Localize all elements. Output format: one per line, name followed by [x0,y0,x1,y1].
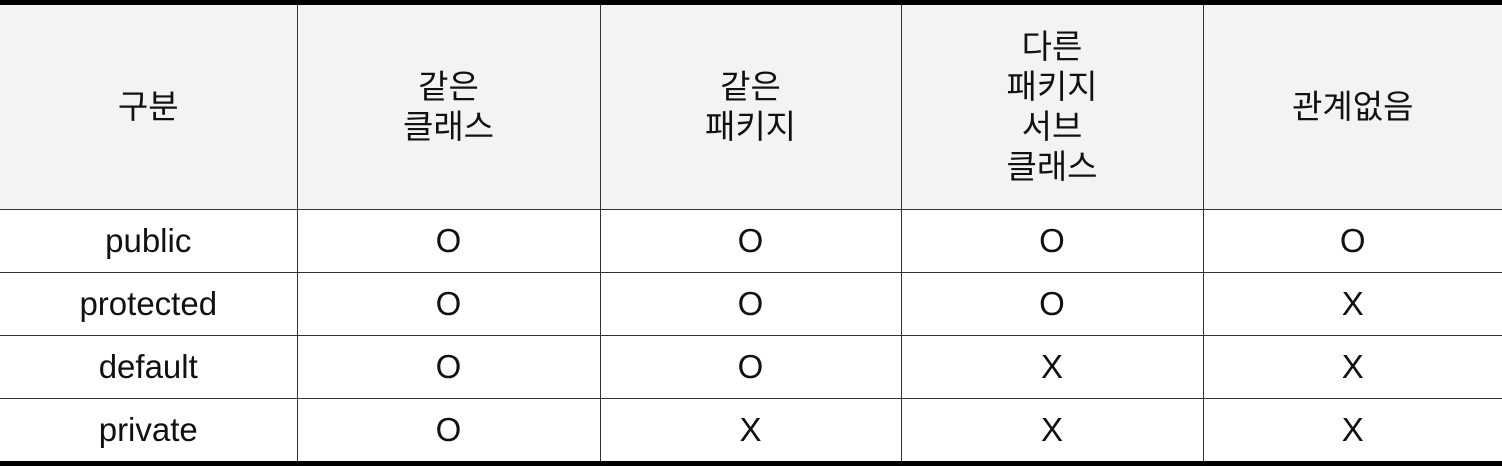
access-cell: O [599,208,902,273]
table-row-protected: protected O O O X [0,271,1502,336]
modifier-cell: protected [0,271,298,336]
access-cell: O [900,208,1204,273]
modifier-cell: public [0,208,298,273]
modifier-cell: private [0,397,298,461]
header-line: 같은 [720,66,781,106]
header-line: 클래스 [402,106,495,146]
header-same-class: 같은 클래스 [296,5,601,210]
header-other-package-subclass: 다른 패키지 서브 클래스 [900,5,1204,210]
header-line: 구분 [117,86,179,126]
access-cell: X [1202,271,1502,336]
table-row-private: private O X X X [0,397,1502,461]
access-cell: O [296,397,601,461]
header-row: 구분 같은 클래스 같은 패키지 다른 패키지 서브 클래스 관계없음 [0,5,1502,210]
header-line: 패키지 [1006,66,1098,106]
access-cell: O [900,271,1204,336]
header-line: 관계없음 [1292,86,1414,126]
header-category: 구분 [0,5,298,210]
access-cell: X [900,334,1204,399]
access-cell: X [1202,334,1502,399]
header-line: 클래스 [1006,146,1098,186]
access-modifier-table: 구분 같은 클래스 같은 패키지 다른 패키지 서브 클래스 관계없음 [0,5,1502,461]
access-cell: O [296,208,601,273]
access-cell: X [900,397,1204,461]
access-cell: O [296,334,601,399]
header-line: 다른 [1021,26,1083,66]
table-row-public: public O O O O [0,208,1502,273]
modifier-cell: default [0,334,298,399]
access-cell: X [1202,397,1502,461]
header-unrelated: 관계없음 [1202,5,1502,210]
access-cell: O [296,271,601,336]
access-cell: O [1202,208,1502,273]
header-line: 서브 [1021,106,1083,146]
access-cell: O [599,271,902,336]
header-same-package: 같은 패키지 [599,5,902,210]
header-line: 같은 [418,66,479,106]
access-cell: X [599,397,902,461]
header-line: 패키지 [704,106,797,146]
table-row-default: default O O X X [0,334,1502,399]
access-cell: O [599,334,902,399]
